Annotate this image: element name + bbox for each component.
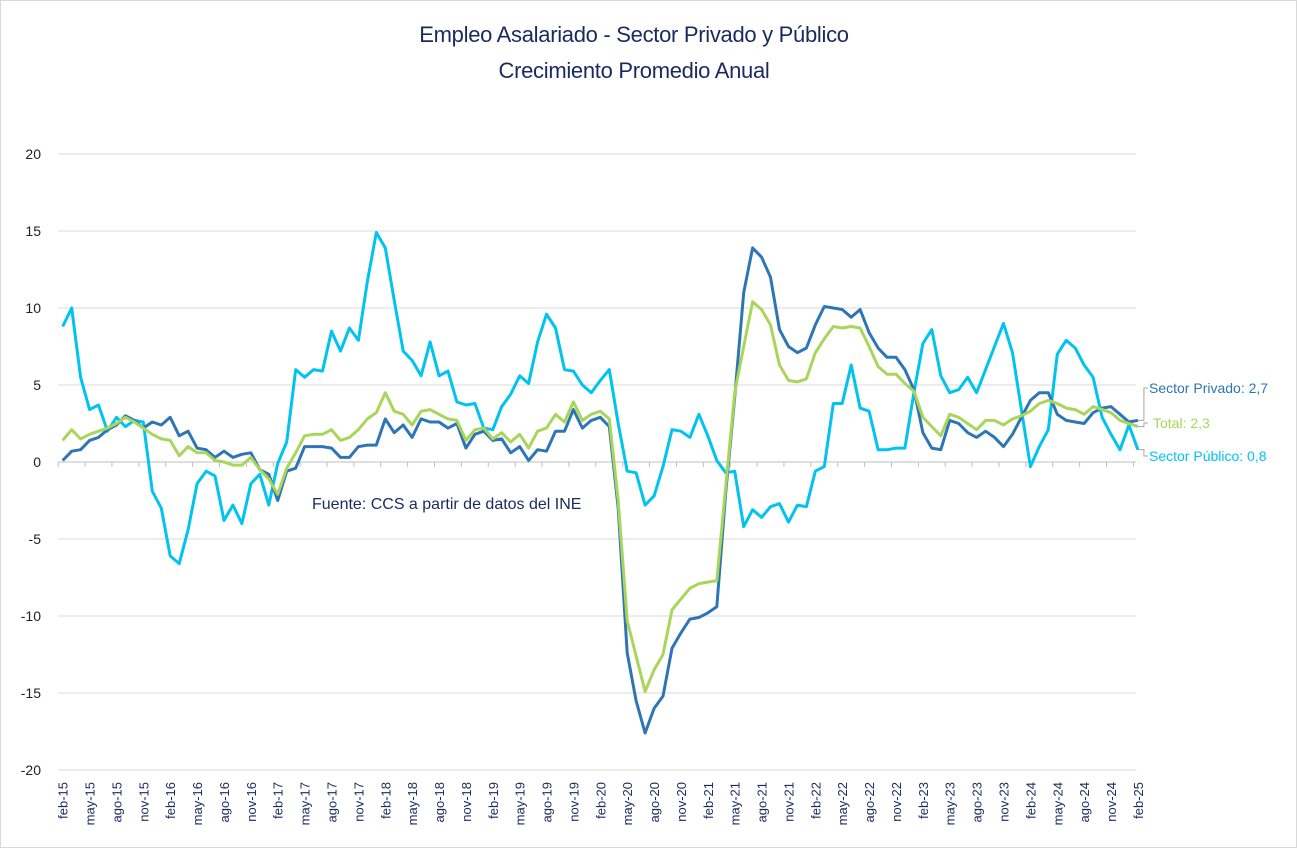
y-axis-ticks: 20 15 10 5 0 -5 -10 -15 -20 bbox=[21, 146, 41, 778]
x-tick-label: may-19 bbox=[513, 782, 528, 825]
series-end-label: Sector Público: 0,8 bbox=[1149, 448, 1267, 464]
y-tick-label: -15 bbox=[21, 685, 41, 701]
x-tick-label: may-15 bbox=[83, 782, 98, 825]
leader-line bbox=[1137, 422, 1148, 428]
x-tick-label: feb-15 bbox=[56, 782, 71, 819]
chart-subtitle: Crecimiento Promedio Anual bbox=[498, 58, 769, 83]
x-tick-label: nov-23 bbox=[997, 782, 1012, 822]
x-tick-label: feb-20 bbox=[593, 782, 608, 819]
x-tick-label: nov-19 bbox=[566, 782, 581, 822]
x-tick-label: ago-21 bbox=[755, 782, 770, 822]
y-tick-label: 5 bbox=[33, 377, 41, 393]
x-tick-label: nov-20 bbox=[674, 782, 689, 822]
x-tick-label: nov-15 bbox=[136, 782, 151, 822]
x-tick-label: nov-21 bbox=[781, 782, 796, 822]
leader-line bbox=[1137, 449, 1148, 457]
x-tick-label: may-20 bbox=[620, 782, 635, 825]
x-tick-label: may-17 bbox=[298, 782, 313, 825]
x-tick-label: feb-24 bbox=[1023, 782, 1038, 819]
x-tick-label: ago-16 bbox=[217, 782, 232, 822]
x-tick-label: nov-18 bbox=[459, 782, 474, 822]
x-tick-label: may-22 bbox=[835, 782, 850, 825]
x-tick-label: feb-17 bbox=[271, 782, 286, 819]
x-tick-label: ago-17 bbox=[325, 782, 340, 822]
end-labels: Sector Privado: 2,7 Total: 2,3 Sector Públ… bbox=[1137, 380, 1268, 464]
x-tick-label: ago-19 bbox=[540, 782, 555, 822]
x-tick-label: feb-22 bbox=[808, 782, 823, 819]
x-tick-label: may-16 bbox=[190, 782, 205, 825]
x-tick-label: may-23 bbox=[943, 782, 958, 825]
x-tick-label: ago-22 bbox=[862, 782, 877, 822]
x-tick-label: feb-19 bbox=[486, 782, 501, 819]
series-line-total bbox=[61, 300, 1139, 693]
y-tick-label: -5 bbox=[29, 531, 42, 547]
x-tick-label: feb-25 bbox=[1131, 782, 1146, 819]
series-end-label: Sector Privado: 2,7 bbox=[1149, 380, 1268, 396]
chart-title: Empleo Asalariado - Sector Privado y Púb… bbox=[419, 22, 849, 47]
source-annotation: Fuente: CCS a partir de datos del INE bbox=[312, 496, 581, 513]
x-tick-label: nov-24 bbox=[1104, 782, 1119, 822]
x-tick-label: may-18 bbox=[405, 782, 420, 825]
y-tick-label: -20 bbox=[21, 762, 41, 778]
x-tick-label: feb-16 bbox=[163, 782, 178, 819]
x-tick-label: feb-21 bbox=[701, 782, 716, 819]
x-tick-label: feb-18 bbox=[378, 782, 393, 819]
y-tick-label: 10 bbox=[25, 300, 41, 316]
series-line-sector-p-blico bbox=[61, 231, 1140, 566]
x-tick-label: feb-23 bbox=[916, 782, 931, 819]
x-tick-label: ago-23 bbox=[970, 782, 985, 822]
leader-line bbox=[1137, 387, 1148, 421]
gridlines bbox=[58, 153, 1136, 771]
x-tick-label: may-24 bbox=[1050, 782, 1065, 825]
x-axis: feb-15 may-15 ago-15 nov-15 feb-16 may-16 ago-… bbox=[56, 462, 1146, 825]
x-tick-label: ago-18 bbox=[432, 782, 447, 822]
y-tick-label: 15 bbox=[25, 223, 41, 239]
x-tick-label: nov-16 bbox=[244, 782, 259, 822]
x-tick-label: ago-24 bbox=[1077, 782, 1092, 822]
y-tick-label: -10 bbox=[21, 608, 41, 624]
x-tick-label: may-21 bbox=[728, 782, 743, 825]
series-lines bbox=[61, 231, 1140, 735]
x-tick-label: nov-22 bbox=[889, 782, 904, 822]
series-line-sector-privado bbox=[61, 246, 1139, 735]
y-tick-label: 0 bbox=[33, 454, 41, 470]
y-tick-label: 20 bbox=[25, 146, 41, 162]
x-tick-label: ago-20 bbox=[647, 782, 662, 822]
series-end-label: Total: 2,3 bbox=[1153, 415, 1210, 431]
x-tick-label: nov-17 bbox=[351, 782, 366, 822]
x-tick-label: ago-15 bbox=[109, 782, 124, 822]
